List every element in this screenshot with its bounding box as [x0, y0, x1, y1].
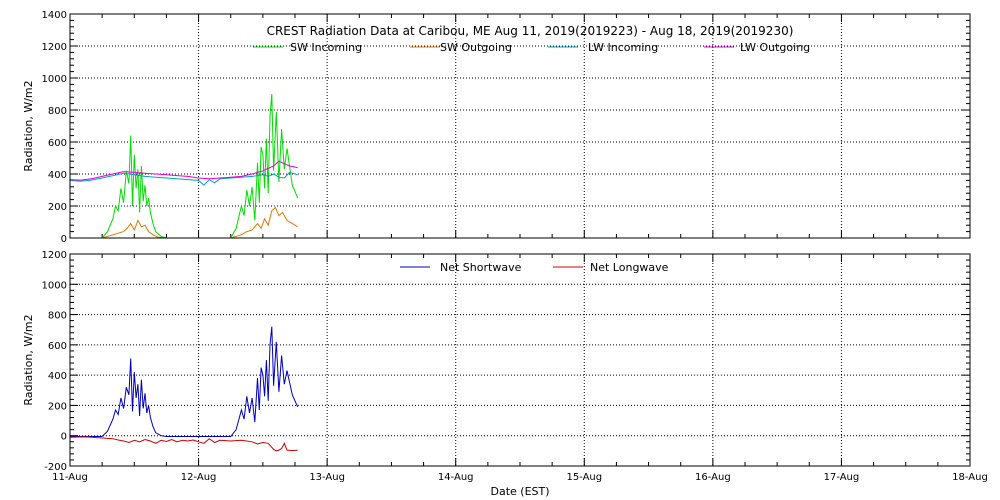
bottom-ytick-label: 800	[48, 311, 67, 322]
top-ylabel: Radiation, W/m2	[22, 80, 35, 171]
top-ytick-label: 600	[48, 138, 67, 149]
bottom-ytick-label: -200	[44, 462, 67, 473]
bottom-ytick-label: 1200	[42, 250, 67, 261]
series-line-net-longwave	[69, 436, 298, 452]
xtick-label: 15-Aug	[566, 472, 602, 483]
chart-title: CREST Radiation Data at Caribou, ME Aug …	[267, 24, 794, 38]
xtick-label: 17-Aug	[824, 472, 860, 483]
legend-label-lw-outgoing: LW Outgoing	[740, 41, 810, 54]
bottom-ytick-label: 0	[61, 432, 67, 443]
top-ytick-label: 0	[61, 234, 67, 245]
bottom-ytick-label: 200	[48, 401, 67, 412]
legend-label-lw-incoming: LW Incoming	[588, 41, 658, 54]
bottom-ytick-label: 1000	[42, 280, 67, 291]
series-line-net-shortwave	[70, 326, 299, 437]
xtick-label: 13-Aug	[309, 472, 345, 483]
xlabel: Date (EST)	[490, 485, 549, 498]
bottom-ytick-label: 400	[48, 371, 67, 382]
top-ytick-label: 1000	[42, 74, 67, 85]
bottom-ylabel: Radiation, W/m2	[22, 314, 35, 405]
top-ytick-label: 200	[48, 202, 67, 213]
xtick-label: 14-Aug	[438, 472, 474, 483]
legend-label-sw-incoming: SW Incoming	[290, 41, 362, 54]
top-ytick-label: 1400	[42, 10, 67, 21]
top-ytick-label: 1200	[42, 42, 67, 53]
series-line-lw-incoming	[69, 171, 298, 186]
xtick-label: 18-Aug	[952, 472, 988, 483]
bottom-ytick-label: 600	[48, 341, 67, 352]
bottom-panel-net-radiation: -200 0 200 400 600 800 1000 1200 Radiation, W/m2…	[22, 250, 988, 498]
series-line-lw-outgoing	[69, 160, 298, 181]
top-ytick-label: 800	[48, 106, 67, 117]
top-plot-frame	[69, 13, 971, 239]
bottom-plot-frame	[69, 253, 971, 467]
top-panel-radiation-components: 0 200 400 600 800 1000 1200 1400 Radiation, W/m2…	[22, 10, 971, 245]
xtick-label: 12-Aug	[181, 472, 217, 483]
xtick-label: 16-Aug	[695, 472, 731, 483]
legend-label-sw-outgoing: SW Outgoing	[440, 41, 512, 54]
xtick-label: 11-Aug	[52, 472, 88, 483]
top-ytick-label: 400	[48, 170, 67, 181]
legend-label-net-longwave: Net Longwave	[590, 261, 669, 274]
legend-label-net-shortwave: Net Shortwave	[440, 261, 522, 274]
